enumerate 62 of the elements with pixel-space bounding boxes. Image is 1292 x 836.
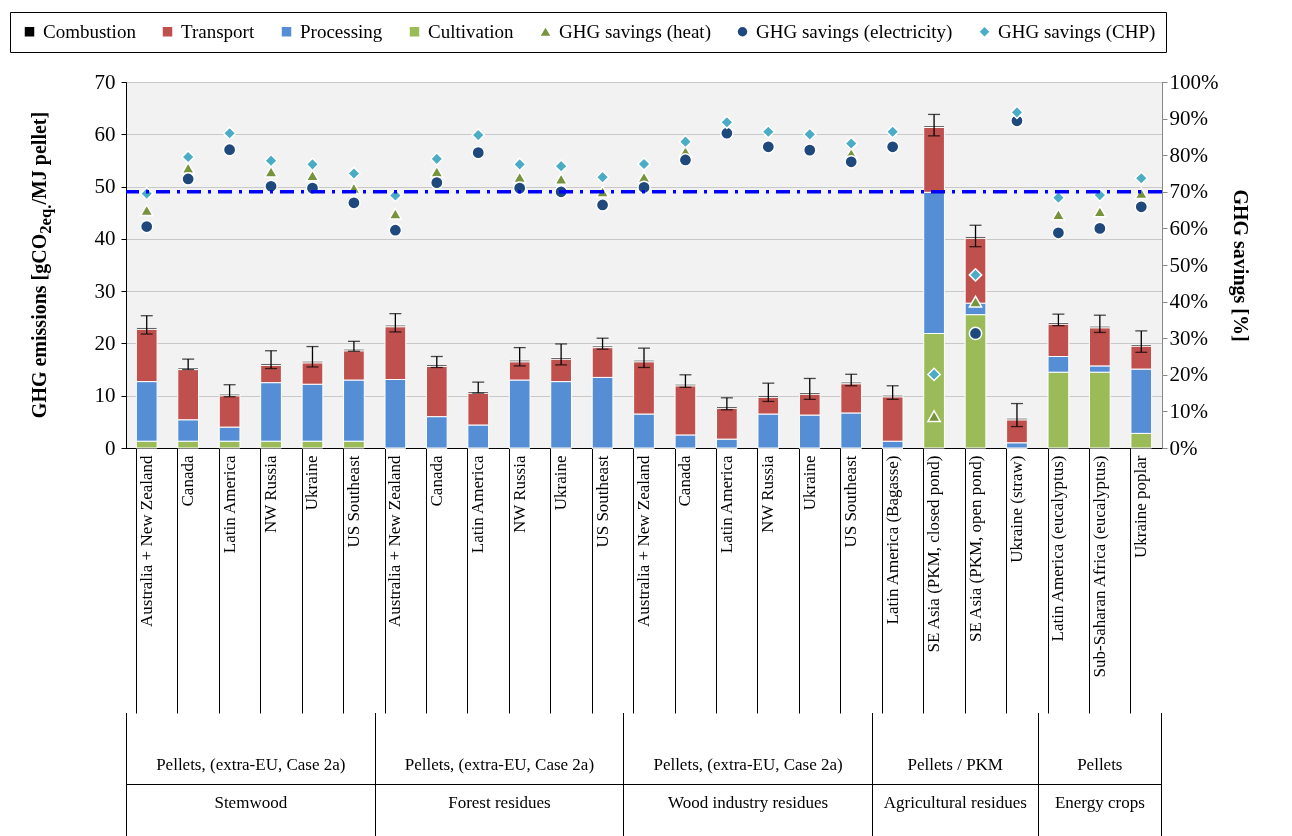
text: Forest residues (374, 785, 624, 836)
x-tick-label: SE Asia (PKM, closed pond) (924, 455, 944, 653)
text: Pellets, (extra-EU, Case 2a) (374, 713, 624, 785)
x-tick-label: Latin America (468, 455, 488, 554)
y-tick-label: 10 (94, 383, 116, 408)
y2-tick-label: 50% (1169, 252, 1208, 277)
text: Energy crops (1037, 785, 1162, 836)
text: Pellets, (extra-EU, Case 2a) (623, 713, 872, 785)
x-tick-label: Canada (675, 455, 695, 507)
y2-tick-label: 100% (1169, 69, 1219, 94)
text: Pellets (1037, 713, 1162, 785)
y-tick-label: 70 (94, 69, 116, 94)
x-tick-label: SE Asia (PKM, open pond) (965, 455, 985, 643)
y-tick-label: 50 (94, 174, 116, 199)
text: Stemwood (126, 785, 375, 836)
legend-label: Transport (181, 20, 255, 42)
y2-tick-label: 20% (1169, 362, 1208, 387)
x-tick-label: Australia + New Zealand (385, 455, 405, 627)
y2-tick-label: 60% (1169, 215, 1208, 240)
x-tick-label: NW Russia (758, 455, 778, 534)
text: Pellets / PKM (871, 713, 1038, 785)
legend-label: GHG savings (electricity) (756, 20, 953, 43)
y2-axis-title: GHG savings [%] (1229, 189, 1253, 342)
x-tick-label: Ukraine (551, 455, 571, 511)
x-tick-label: Ukraine (straw) (1006, 455, 1026, 563)
x-tick-label: US Southeast (343, 455, 363, 548)
y2-tick-label: 70% (1169, 179, 1208, 204)
x-tick-label: Latin America (716, 455, 736, 554)
x-tick-label: Canada (178, 455, 198, 507)
text: Agricultural residues (871, 785, 1038, 836)
x-tick-label: Latin America (eucalyptus) (1048, 455, 1068, 642)
legend-label: GHG savings (heat) (559, 20, 711, 43)
y2-tick-label: 80% (1169, 142, 1208, 167)
x-tick-label: Sub-Saharan Africa (eucalyptus) (1089, 455, 1109, 678)
text: Wood industry residues (623, 785, 872, 836)
x-tick-label: Australia + New Zealand (634, 455, 653, 627)
legend-label: Processing (300, 20, 383, 42)
legend-label: Cultivation (428, 20, 514, 42)
y2-tick-label: 0% (1169, 435, 1198, 460)
x-tick-label: NW Russia (261, 455, 281, 534)
y2-tick-label: 10% (1169, 398, 1208, 423)
legend-label: Combustion (43, 20, 137, 42)
x-tick-label: US Southeast (592, 455, 612, 548)
x-tick-label: Latin America (Bagasse) (882, 455, 902, 625)
y-tick-label: 40 (94, 226, 116, 251)
y-tick-label: 20 (94, 330, 116, 355)
y-tick-label: 0 (105, 435, 116, 460)
x-tick-label: NW Russia (509, 455, 529, 534)
x-tick-label: Ukraine poplar (1131, 455, 1151, 558)
x-tick-label: US Southeast (841, 455, 861, 548)
y-tick-label: 60 (94, 121, 116, 146)
legend-label: GHG savings (CHP) (998, 20, 1156, 43)
x-tick-label: Latin America (219, 455, 239, 554)
y-tick-label: 30 (94, 278, 116, 303)
y2-tick-label: 30% (1169, 325, 1208, 350)
x-tick-label: Canada (426, 455, 446, 507)
x-tick-label: Ukraine (302, 455, 322, 511)
x-tick-label: Ukraine (799, 455, 819, 511)
text: Pellets, (extra-EU, Case 2a) (126, 713, 375, 785)
x-tick-label: Australia + New Zealand (136, 455, 156, 627)
y2-tick-label: 90% (1169, 106, 1208, 131)
y2-tick-label: 40% (1169, 289, 1208, 314)
